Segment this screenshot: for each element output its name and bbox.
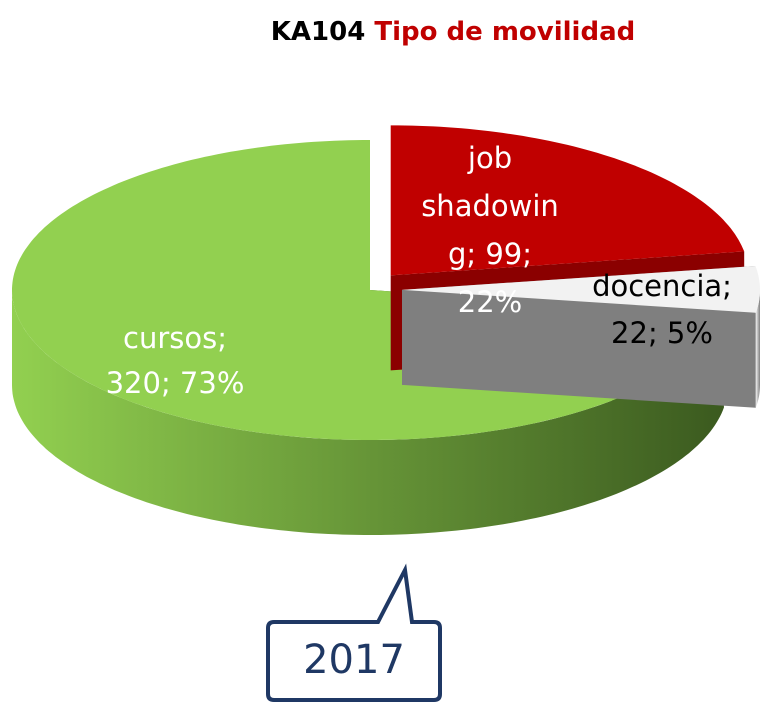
- data-label: 22%: [458, 285, 522, 319]
- chart: KA104 Tipo de movilidad job shadowin g; 99…: [0, 0, 769, 706]
- data-label: shadowin: [421, 189, 559, 223]
- callout-text: 2017: [303, 637, 405, 683]
- chart-title: KA104 Tipo de movilidad: [271, 17, 636, 47]
- data-label: 320; 73%: [106, 366, 245, 400]
- data-label: 22; 5%: [611, 316, 713, 350]
- title-part: KA104: [271, 17, 366, 47]
- data-label: g; 99;: [448, 237, 532, 271]
- title-part: Tipo de movilidad: [374, 17, 635, 47]
- data-label: docencia;: [592, 269, 732, 303]
- data-label: job: [467, 141, 512, 175]
- data-label: cursos;: [123, 321, 227, 355]
